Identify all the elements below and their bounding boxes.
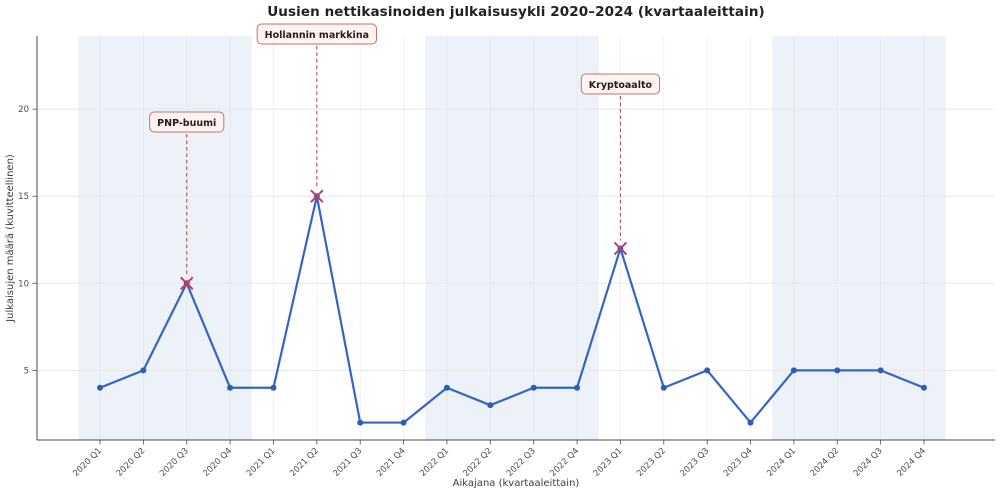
peak-x-marker: [310, 189, 324, 203]
x-tick-label: 2022 Q2: [462, 446, 495, 479]
y-tick-label: 15: [18, 192, 29, 202]
x-tick-label: 2023 Q2: [635, 446, 668, 479]
annotation-box: [149, 111, 225, 133]
peak-x-marker: [180, 276, 194, 290]
data-point: [487, 402, 494, 409]
x-tick-label: 2021 Q1: [245, 446, 278, 479]
y-tick-label: 5: [24, 366, 29, 376]
annotation-label: Hollannin markkina: [265, 30, 369, 41]
y-axis-title: Julkaisujen määrä (kuvitteellinen): [5, 154, 16, 323]
y-tick-label: 10: [18, 279, 29, 289]
annotation: PNP-buumi: [149, 111, 225, 133]
data-point: [443, 384, 450, 391]
annotation: Kryptoaalto: [580, 73, 661, 95]
year-band-2024: [772, 36, 946, 440]
data-point: [877, 367, 884, 374]
x-axis-title: Aikajana (kvartaaleittain): [453, 478, 580, 489]
data-point: [270, 384, 277, 391]
data-point: [400, 419, 407, 426]
x-tick-label: 2020 Q1: [71, 446, 104, 479]
data-point: [660, 384, 667, 391]
annotation: Hollannin markkina: [256, 23, 378, 45]
data-point: [357, 419, 364, 426]
x-tick-label: 2020 Q4: [201, 446, 234, 479]
data-point: [530, 384, 537, 391]
annotation-label: Kryptoaalto: [589, 80, 653, 91]
data-line: [98, 195, 926, 424]
year-band-2022: [425, 36, 599, 440]
x-tick-label: 2021 Q3: [331, 446, 364, 479]
annotation-box: [256, 23, 378, 45]
chart-title: Uusien nettikasinoiden julkaisusykli 202…: [267, 4, 765, 20]
x-tick-label: 2023 Q4: [722, 446, 755, 479]
x-tick-label: 2023 Q1: [592, 446, 625, 479]
data-point: [574, 384, 581, 391]
x-tick-label: 2021 Q4: [375, 446, 408, 479]
data-point: [921, 384, 927, 391]
x-tick-label: 2021 Q2: [288, 446, 321, 479]
data-point: [790, 367, 797, 374]
data-point: [227, 384, 234, 391]
annotation-label: PNP-buumi: [157, 118, 216, 129]
x-tick-label: 2024 Q2: [809, 446, 842, 479]
x-tick-label: 2024 Q3: [852, 446, 885, 479]
peak-x-marker: [613, 241, 628, 256]
x-tick-label: 2023 Q3: [678, 446, 711, 479]
x-tick-label: 2022 Q3: [505, 446, 538, 479]
annotation-box: [580, 73, 661, 95]
data-point: [140, 367, 147, 374]
x-tick-label: 2020 Q3: [158, 446, 191, 479]
x-tick-label: 2020 Q2: [115, 446, 148, 479]
x-tick-label: 2024 Q4: [895, 446, 928, 479]
data-point: [834, 367, 841, 374]
x-tick-label: 2022 Q4: [548, 446, 581, 479]
data-point: [704, 367, 711, 374]
data-point: [97, 384, 103, 391]
x-tick-label: 2022 Q1: [418, 446, 451, 479]
x-tick-label: 2024 Q1: [765, 446, 798, 479]
data-point: [747, 419, 754, 426]
y-tick-label: 20: [18, 105, 29, 115]
